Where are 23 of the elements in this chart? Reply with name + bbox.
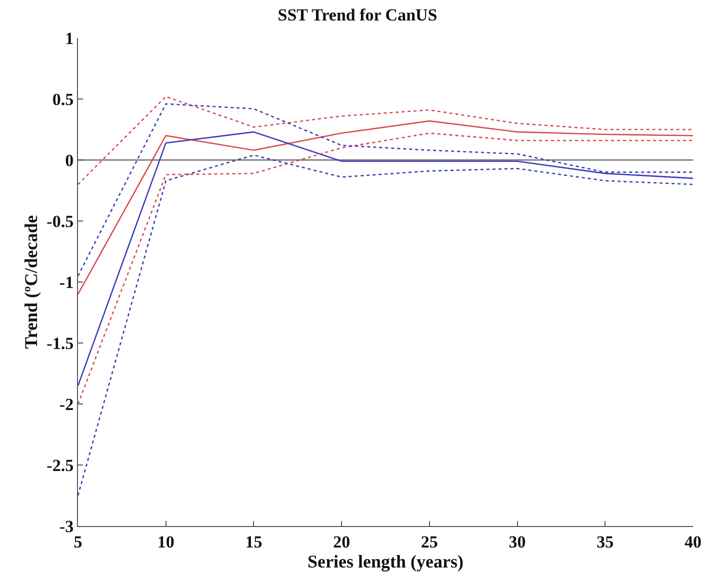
x-tick-label: 20	[333, 532, 350, 552]
y-tick-label: -1	[59, 272, 74, 292]
line-series	[78, 120, 693, 295]
line-series	[78, 154, 693, 496]
chart-title: SST Trend for CanUS	[278, 6, 438, 25]
y-tick-label: 1	[65, 28, 74, 48]
x-tick-label: 35	[596, 532, 614, 552]
x-tick-label: 25	[420, 532, 438, 552]
y-tick-label: -0.5	[46, 212, 74, 231]
x-tick-label: 10	[157, 532, 174, 552]
x-tick-label: 40	[684, 532, 702, 552]
x-tick-label: 15	[245, 532, 262, 552]
x-tick-label: 5	[74, 532, 82, 552]
y-tick-label: -2	[59, 394, 74, 414]
y-tick-label: -1.5	[46, 334, 74, 353]
y-tick-label: 0.5	[52, 90, 74, 109]
y-tick-label: -2.5	[46, 456, 74, 475]
y-tick-label: -3	[59, 516, 74, 536]
y-axis-title: Trend (ºC/decade	[20, 215, 41, 349]
x-axis-title: Series length (years)	[308, 551, 464, 572]
line-series	[78, 96, 693, 186]
x-tick-label: 30	[508, 532, 526, 552]
y-tick-label: 0	[65, 150, 74, 170]
